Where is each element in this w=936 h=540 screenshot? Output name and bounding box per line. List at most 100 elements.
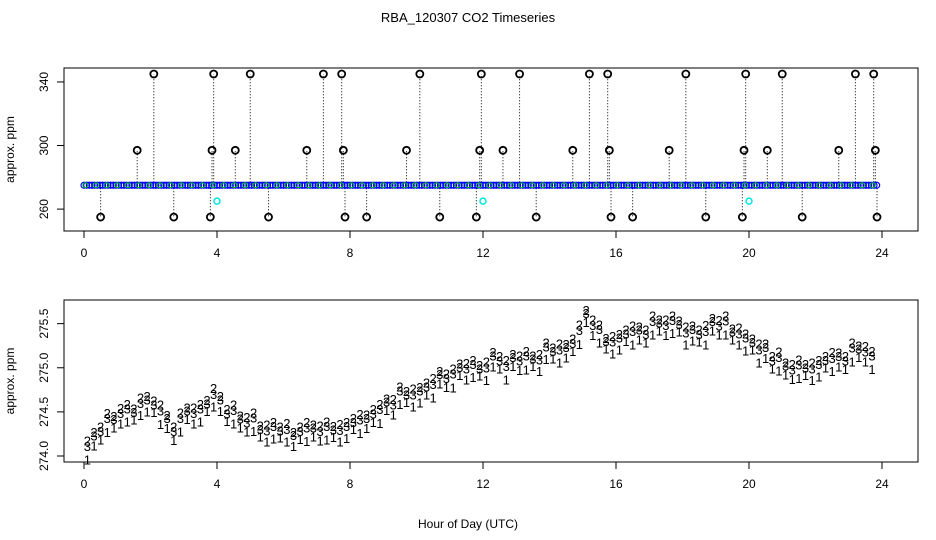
series-2-point: 2: [622, 323, 629, 338]
series-1-point: 1: [569, 344, 576, 359]
baseline-point: [870, 181, 878, 189]
series-1-point: 1: [110, 421, 117, 436]
series-3-point: 3: [456, 360, 463, 375]
baseline-point: [699, 182, 706, 189]
outlier-point: [149, 69, 159, 79]
baseline-point: [325, 181, 333, 189]
baseline-point: [873, 181, 881, 189]
top-x-axis: 0 4 8 12 16 20 24: [81, 231, 889, 260]
baseline-point: [186, 181, 194, 189]
baseline-point: [309, 181, 317, 189]
baseline-point: [178, 181, 187, 189]
series-1-point: 1: [483, 373, 490, 388]
series-2-point: 2: [297, 420, 304, 435]
series-2-point: 2: [183, 401, 190, 416]
baseline-point: [426, 181, 434, 189]
series-2-point: 2: [742, 327, 749, 342]
series-1-point: 1: [463, 373, 470, 388]
baseline-point: [378, 181, 386, 189]
baseline-point: [869, 182, 876, 189]
series-1-point: 1: [263, 434, 270, 449]
baseline-point: [112, 181, 120, 189]
series-3-point: 3: [722, 314, 729, 329]
series-2-point: 2: [809, 356, 816, 371]
baseline-point: [657, 181, 665, 189]
baseline-point: [529, 181, 538, 189]
y-tick-label: 300: [37, 135, 51, 155]
series-2-point: 2: [203, 393, 210, 408]
cyan-point: [479, 197, 487, 205]
series-3-point: 3: [197, 401, 204, 416]
baseline-point: [607, 181, 615, 189]
baseline-point: [428, 181, 437, 189]
series-2-point: 2: [868, 344, 875, 359]
y-tick-label: 260: [37, 199, 51, 219]
baseline-point: [391, 181, 399, 189]
baseline-point: [452, 181, 460, 189]
baseline-point: [822, 181, 830, 189]
series-3-point: 3: [569, 336, 576, 351]
series-2-point: 2: [277, 420, 284, 435]
baseline-point: [465, 182, 472, 189]
baseline-point: [359, 181, 367, 189]
series-3-point: 3: [596, 322, 603, 337]
series-2-point: 2: [336, 417, 343, 432]
series-3-point: 3: [582, 306, 589, 321]
series-2-point: 2: [722, 309, 729, 324]
series-3-point: 3: [496, 353, 503, 368]
baseline-point: [285, 181, 293, 189]
baseline-point: [125, 181, 133, 189]
chart-title: RBA_120307 CO2 Timeseries: [381, 10, 556, 25]
outlier-point: [604, 145, 614, 155]
baseline-point: [290, 181, 298, 189]
baseline-point: [306, 181, 314, 189]
baseline-point: [92, 182, 99, 189]
baseline-point: [482, 181, 490, 189]
series-1-point: 1: [589, 328, 596, 343]
baseline-point: [854, 181, 862, 189]
baseline-point: [656, 182, 663, 189]
series-3-point: 3: [616, 331, 623, 346]
baseline-point: [274, 181, 282, 189]
baseline-point: [170, 181, 179, 189]
series-1-point: 1: [656, 324, 663, 339]
baseline-point: [317, 181, 325, 189]
series-3-point: 3: [795, 357, 802, 372]
baseline-point: [508, 181, 516, 189]
outlier-point: [209, 69, 219, 79]
series-2-point: 2: [150, 393, 157, 408]
baseline-point: [156, 182, 163, 189]
baseline-point: [837, 182, 844, 189]
baseline-point: [165, 181, 173, 189]
baseline-point: [293, 181, 301, 189]
series-1-point: 1: [855, 350, 862, 365]
series-2-point: 2: [676, 314, 683, 329]
baseline-point: [803, 181, 812, 189]
series-3-point: 3: [809, 361, 816, 376]
series-2-point: 2: [516, 348, 523, 363]
series-2-point: 2: [124, 397, 131, 412]
series-3-point: 3: [815, 357, 822, 372]
baseline-point: [266, 181, 274, 189]
x-tick-label: 0: [81, 246, 88, 260]
series-2-point: 2: [749, 331, 756, 346]
series-2-point: 2: [669, 309, 676, 324]
outlier-point: [338, 145, 348, 155]
series-2-point: 2: [649, 309, 656, 324]
series-2-point: 2: [356, 407, 363, 422]
baseline-point: [588, 181, 596, 189]
baseline-point: [410, 181, 418, 189]
series-1-point: 1: [237, 421, 244, 436]
series-3-point: 3: [609, 335, 616, 350]
baseline-point: [434, 181, 442, 189]
series-3-point: 3: [157, 403, 164, 418]
baseline-point: [354, 181, 362, 189]
baseline-point: [358, 182, 365, 189]
series-3-point: 3: [356, 413, 363, 428]
baseline-point: [220, 182, 227, 189]
baseline-point: [301, 181, 309, 189]
series-1-point: 1: [356, 426, 363, 441]
baseline-point: [697, 181, 705, 189]
series-1-point: 1: [383, 403, 390, 418]
